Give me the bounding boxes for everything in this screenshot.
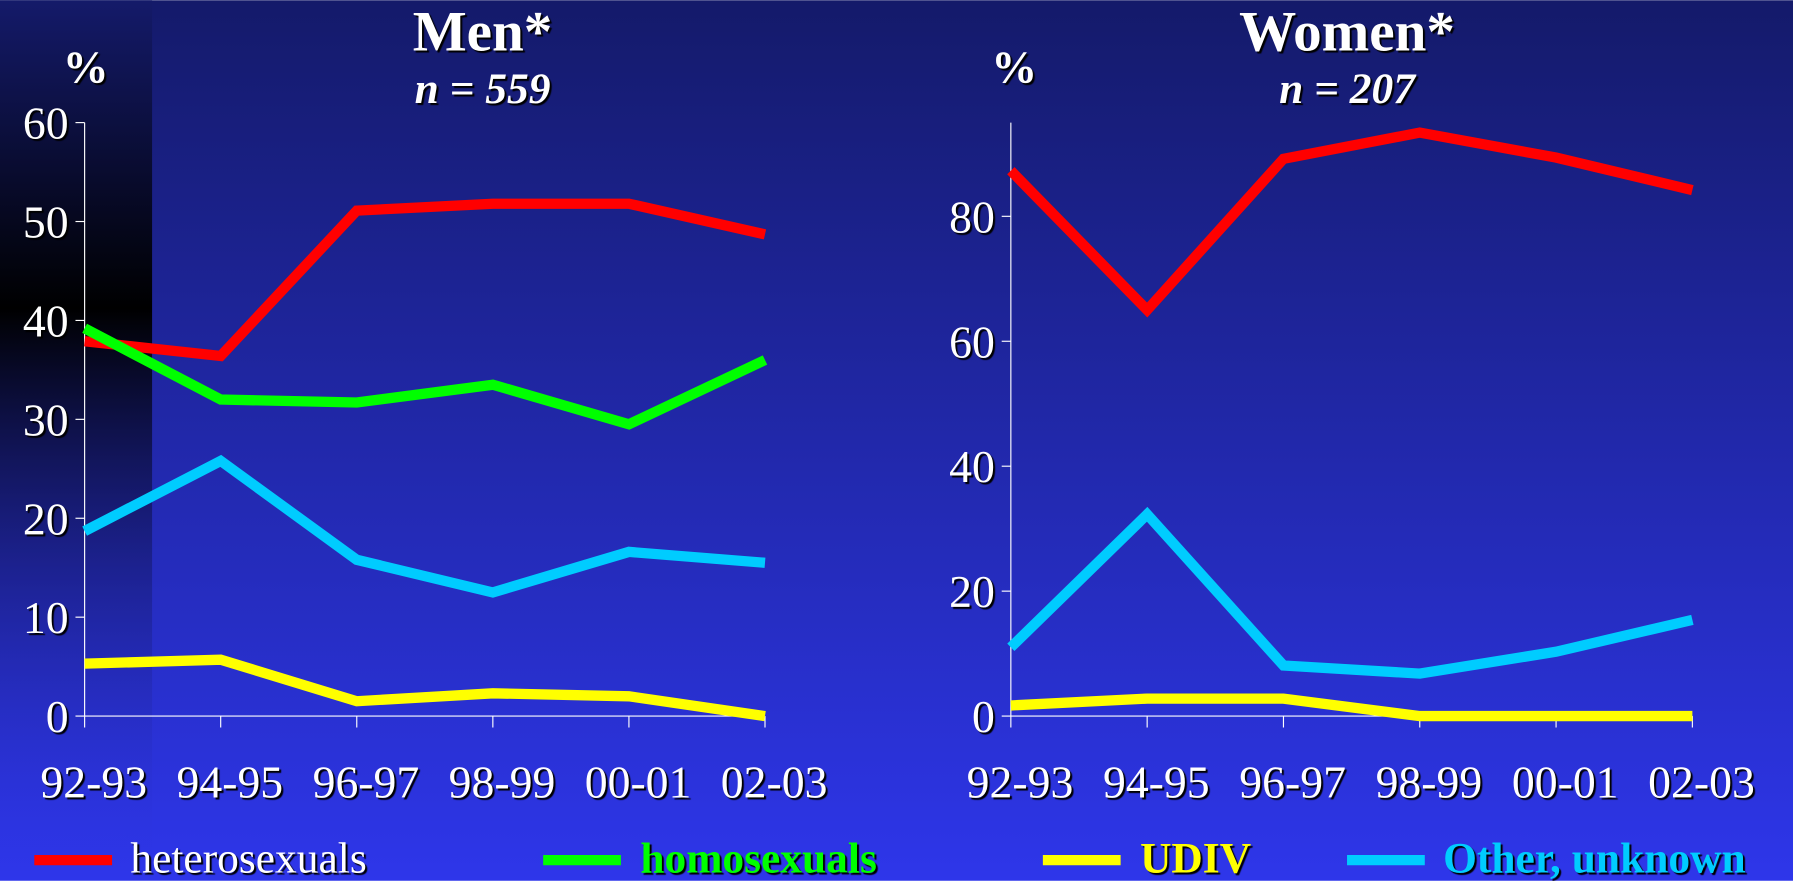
y-axis-label: %	[991, 42, 1037, 93]
y-tick-label: 20	[949, 566, 995, 617]
legend-label: UDIV	[1140, 835, 1251, 881]
y-tick-label: 40	[949, 441, 995, 492]
x-tick-label: 92-93	[40, 756, 147, 807]
series-line	[82, 323, 768, 430]
y-tick-label: 60	[949, 316, 995, 367]
y-tick-label: 50	[23, 197, 69, 248]
series-line	[82, 454, 766, 598]
series-line	[1007, 127, 1694, 318]
series-line	[1010, 693, 1693, 722]
x-tick-label: 92-93	[967, 756, 1074, 807]
chart-subtitle: n = 559	[415, 65, 551, 113]
chart-subtitle: n = 207	[1279, 65, 1417, 113]
chart-title: Men*	[413, 1, 553, 64]
y-tick-label: 10	[23, 592, 69, 643]
legend-label: homosexuals	[640, 835, 877, 881]
y-tick-label: 30	[23, 394, 69, 445]
x-tick-label: 00-01	[585, 756, 692, 807]
legend-label: Other, unknown	[1443, 835, 1746, 881]
y-tick-label: 40	[23, 295, 69, 346]
series-line	[84, 198, 767, 362]
y-tick-label: 80	[949, 191, 995, 242]
x-tick-label: 00-01	[1512, 756, 1619, 807]
x-tick-label: 96-97	[313, 756, 420, 807]
x-tick-label: 96-97	[1239, 756, 1346, 807]
x-tick-label: 98-99	[449, 756, 556, 807]
chart-title: Women*	[1239, 1, 1455, 64]
y-axis-label: %	[63, 42, 109, 93]
x-tick-label: 94-95	[177, 756, 284, 807]
x-tick-label: 94-95	[1103, 756, 1210, 807]
series-line	[84, 654, 766, 722]
legend-label: heterosexuals	[130, 835, 366, 881]
background-strip	[0, 0, 153, 881]
y-tick-label: 0	[46, 691, 69, 742]
y-tick-label: 60	[23, 98, 69, 149]
y-tick-label: 20	[23, 493, 69, 544]
x-tick-label: 98-99	[1376, 756, 1483, 807]
x-tick-label: 02-03	[721, 756, 828, 807]
x-tick-label: 02-03	[1648, 756, 1755, 807]
series-line	[1007, 506, 1694, 679]
y-tick-label: 0	[972, 691, 995, 742]
